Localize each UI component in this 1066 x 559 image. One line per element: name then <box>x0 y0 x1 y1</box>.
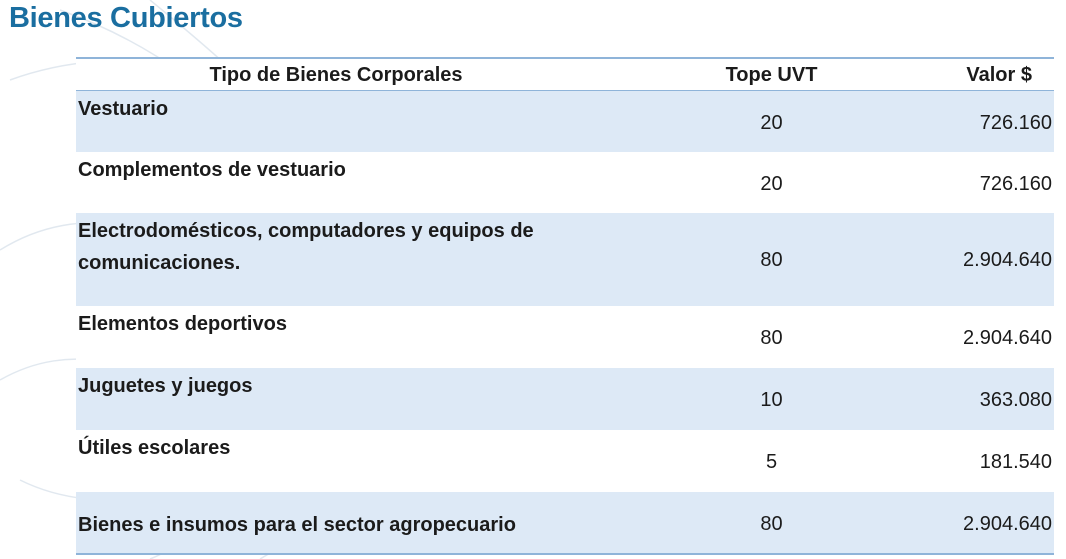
table-row: Útiles escolares 5 181.540 <box>76 430 1054 492</box>
table-row: Complementos de vestuario 20 726.160 <box>76 152 1054 213</box>
row-valor: 2.904.640 <box>963 327 1052 349</box>
table-row: Vestuario 20 726.160 <box>76 91 1054 152</box>
row-tope: 80 <box>760 327 783 349</box>
table-row: Bienes e insumos para el sector agropecu… <box>76 492 1054 553</box>
table-row: Electrodomésticos, computadores y equipo… <box>76 213 1054 306</box>
row-tipo: Bienes e insumos para el sector agropecu… <box>78 514 516 536</box>
table-row: Elementos deportivos 80 2.904.640 <box>76 306 1054 368</box>
row-tipo-line2: comunicaciones. <box>78 252 241 274</box>
column-header-valor: Valor $ <box>966 64 1032 86</box>
column-header-tipo: Tipo de Bienes Corporales <box>209 64 463 86</box>
row-tipo: Útiles escolares <box>78 437 231 459</box>
row-valor: 726.160 <box>979 173 1052 195</box>
row-valor: 2.904.640 <box>963 513 1052 535</box>
covered-goods-table: Tipo de Bienes Corporales Tope UVT Valor… <box>76 57 1054 555</box>
table-row: Juguetes y juegos 10 363.080 <box>76 368 1054 430</box>
table-header-row: Tipo de Bienes Corporales Tope UVT Valor… <box>76 59 1054 91</box>
row-tope: 80 <box>760 249 783 271</box>
row-tipo: Elementos deportivos <box>78 313 287 335</box>
row-tipo: Juguetes y juegos <box>78 375 253 397</box>
row-tipo: Vestuario <box>78 98 169 120</box>
row-valor: 363.080 <box>979 389 1052 411</box>
row-tope: 20 <box>760 112 783 134</box>
column-header-tope-uvt: Tope UVT <box>725 64 818 86</box>
row-tope: 10 <box>760 389 783 411</box>
row-tope: 20 <box>760 173 783 195</box>
row-tipo-line1: Electrodomésticos, computadores y equipo… <box>78 220 534 242</box>
page-title: Bienes Cubiertos <box>9 2 243 34</box>
row-valor: 2.904.640 <box>963 249 1052 271</box>
row-tope: 5 <box>765 451 778 473</box>
row-valor: 181.540 <box>979 451 1052 473</box>
row-tipo: Complementos de vestuario <box>78 159 346 181</box>
row-valor: 726.160 <box>979 112 1052 134</box>
row-tope: 80 <box>760 513 783 535</box>
